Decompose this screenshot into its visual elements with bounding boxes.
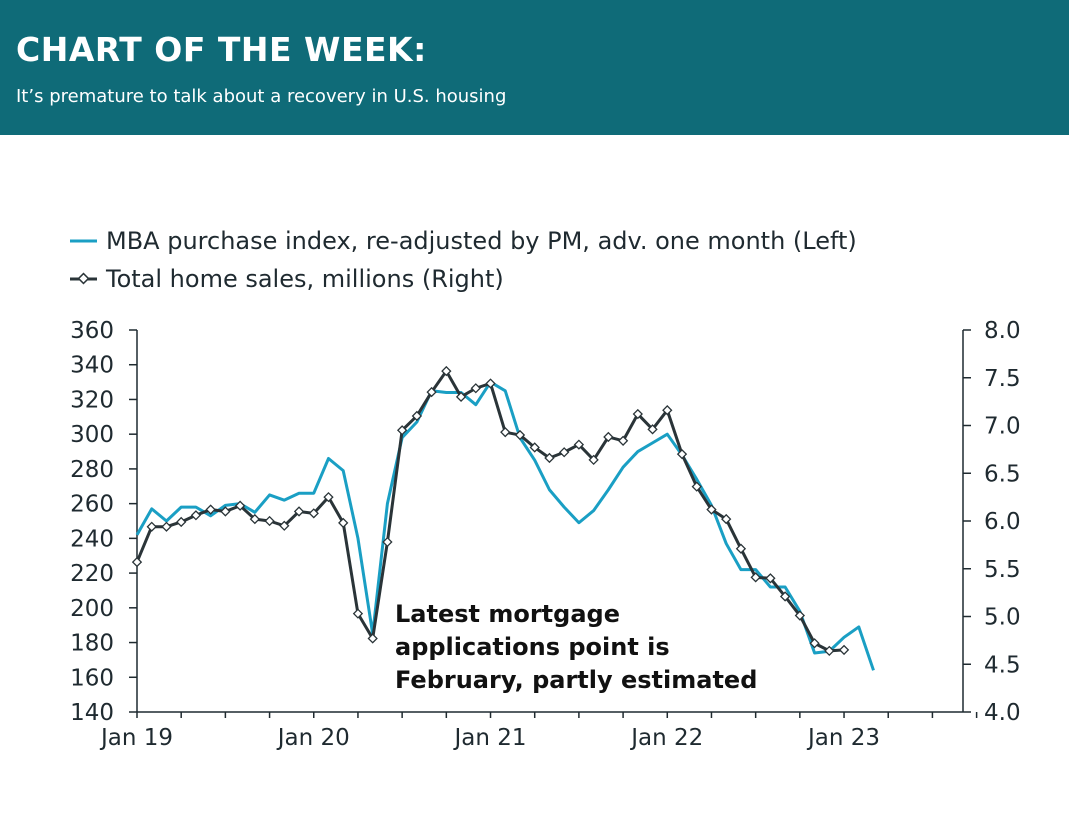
- legend-sales-marker: [77, 272, 90, 285]
- sales-point: [721, 513, 732, 525]
- header-subtitle: It’s premature to talk about a recovery …: [16, 86, 507, 107]
- sales-point: [676, 448, 688, 460]
- x-tick-label: Jan 23: [806, 725, 880, 751]
- sales-point: [264, 515, 275, 527]
- sales-point: [544, 452, 555, 464]
- sales-point: [514, 429, 526, 441]
- sales-point: [190, 510, 202, 521]
- sales-point: [647, 424, 658, 435]
- right-axis-ticks: 8.0 7.5 7.0 6.5 6.0 5.5 5.0 4.5 4.0: [963, 318, 1021, 726]
- left-tick-label: 300: [70, 422, 114, 448]
- left-tick-label: 200: [70, 596, 114, 622]
- sales-point: [824, 645, 835, 657]
- sales-point: [529, 442, 540, 453]
- right-tick-label: 7.5: [984, 366, 1021, 392]
- x-tick-label: Jan 22: [629, 725, 703, 751]
- right-tick-label: 6.0: [984, 509, 1021, 535]
- right-tick-label: 6.5: [984, 461, 1021, 487]
- right-tick-label: 5.5: [984, 557, 1021, 583]
- sales-point: [617, 435, 629, 446]
- legend-mba-label: MBA purchase index, re-adjusted by PM, a…: [106, 227, 857, 255]
- left-tick-label: 340: [70, 353, 114, 379]
- sales-point: [220, 506, 231, 517]
- sales-point: [352, 608, 364, 619]
- right-tick-label: 5.0: [984, 605, 1021, 631]
- sales-point: [573, 439, 585, 450]
- sales-point: [500, 427, 511, 438]
- left-tick-label: 160: [70, 665, 114, 691]
- annotation-line-3: February, partly estimated: [395, 666, 757, 694]
- sales-point: [249, 513, 261, 525]
- right-tick-label: 7.0: [984, 414, 1021, 440]
- x-tick-label: Jan 20: [276, 725, 350, 751]
- legend: MBA purchase index, re-adjusted by PM, a…: [70, 227, 857, 293]
- sales-point: [588, 454, 599, 466]
- sales-point: [779, 591, 791, 602]
- sales-point: [411, 410, 423, 422]
- sales-point: [809, 638, 820, 649]
- sales-point: [131, 556, 143, 568]
- sales-point: [603, 431, 614, 443]
- series-total-home-sales-markers: [131, 365, 850, 657]
- right-tick-label: 4.0: [984, 700, 1021, 726]
- left-tick-label: 280: [70, 457, 114, 483]
- x-axis-ticks: Jan 19 Jan 20 Jan 21 Jan 22 Jan 23: [99, 712, 978, 751]
- sales-point: [765, 573, 776, 584]
- annotation-line-2: applications point is: [395, 633, 670, 661]
- sales-point: [396, 425, 408, 436]
- sales-point: [706, 504, 717, 515]
- sales-point: [293, 506, 305, 517]
- header-title: CHART OF THE WEEK:: [16, 30, 427, 69]
- sales-point: [662, 405, 673, 416]
- annotation: Latest mortgage applications point is Fe…: [395, 600, 757, 694]
- left-tick-label: 360: [70, 318, 114, 344]
- sales-point: [338, 517, 349, 529]
- left-axis-ticks: 360 340 320 300 280 260 240 220 200 180 160 140: [70, 318, 137, 726]
- sales-point: [323, 491, 334, 503]
- left-tick-label: 260: [70, 492, 114, 518]
- sales-point: [470, 383, 481, 394]
- right-tick-label: 4.5: [984, 652, 1021, 678]
- left-tick-label: 180: [70, 631, 114, 657]
- sales-point: [279, 520, 290, 531]
- annotation-line-1: Latest mortgage: [395, 600, 620, 628]
- legend-sales-label: Total home sales, millions (Right): [105, 265, 504, 293]
- sales-point: [691, 481, 702, 492]
- sales-point: [234, 500, 246, 511]
- sales-point: [455, 391, 467, 403]
- sales-point: [367, 633, 378, 644]
- right-tick-label: 8.0: [984, 318, 1021, 344]
- sales-point: [441, 365, 452, 377]
- x-tick-label: Jan 19: [99, 725, 173, 751]
- left-tick-label: 320: [70, 387, 114, 413]
- sales-point: [426, 386, 437, 398]
- header-banner: CHART OF THE WEEK: It’s premature to tal…: [0, 0, 1069, 135]
- sales-point: [559, 447, 570, 458]
- sales-point: [735, 543, 747, 554]
- sales-point: [632, 408, 643, 420]
- x-tick-label: Jan 21: [452, 725, 526, 751]
- sales-point: [750, 572, 761, 583]
- left-tick-label: 140: [70, 700, 114, 726]
- sales-point: [838, 644, 850, 656]
- sales-point: [308, 508, 319, 519]
- left-tick-label: 240: [70, 526, 114, 552]
- sales-point: [205, 504, 216, 515]
- sales-point: [146, 521, 157, 532]
- sales-point: [176, 516, 187, 528]
- sales-point: [161, 521, 172, 532]
- left-tick-label: 220: [70, 561, 114, 587]
- sales-point: [485, 378, 496, 389]
- sales-point: [794, 610, 806, 621]
- sales-point: [382, 536, 393, 548]
